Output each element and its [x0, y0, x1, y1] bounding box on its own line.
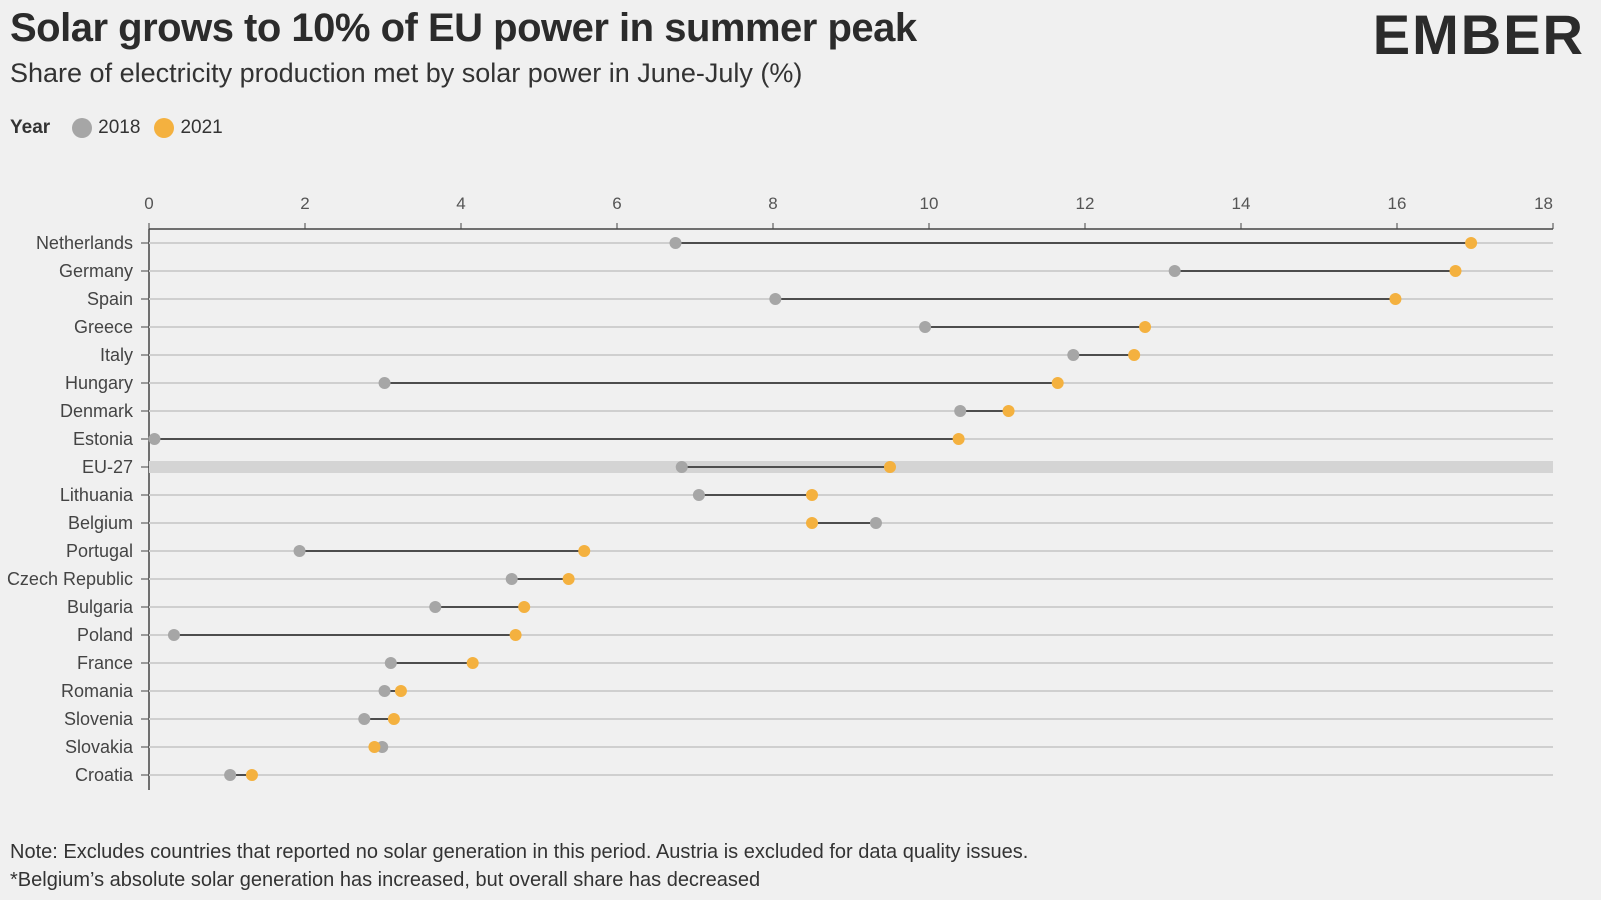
note-line-2: *Belgium’s absolute solar generation has…	[10, 869, 761, 891]
point-2021	[368, 741, 381, 753]
legend-swatch-2018	[72, 118, 93, 138]
point-2021	[1139, 321, 1152, 333]
category-label: Hungary	[65, 373, 133, 393]
point-2021	[466, 657, 479, 669]
point-2021	[245, 769, 258, 781]
point-2021	[1051, 377, 1064, 389]
category-label: Croatia	[75, 765, 134, 785]
x-tick-label: 2	[300, 194, 309, 213]
point-2018	[224, 769, 237, 781]
point-2021	[394, 685, 407, 697]
category-label: Greece	[74, 317, 133, 337]
x-tick-label: 4	[456, 194, 465, 213]
point-2018	[505, 573, 518, 585]
point-2021	[1449, 265, 1462, 277]
point-2018	[378, 685, 391, 697]
point-2021	[806, 489, 818, 501]
point-2018	[692, 489, 705, 501]
point-2021	[509, 629, 522, 641]
category-label: Spain	[87, 289, 133, 309]
point-2021	[562, 573, 575, 585]
legend-swatch-2021	[154, 118, 175, 138]
x-tick-label: 18	[1534, 194, 1553, 213]
category-label: France	[77, 653, 133, 673]
point-2021	[1465, 237, 1478, 249]
point-2021	[952, 433, 965, 445]
point-2018	[148, 433, 161, 445]
point-2018	[1067, 349, 1080, 361]
dumbbell-chart: 0 2 4 6 8 10 12 14 16 18 Netherlands Germany Spain Gr…	[7, 194, 1554, 790]
chart-notes: Note: Excludes countries that reported n…	[10, 838, 1028, 894]
category-label: Romania	[61, 681, 134, 701]
legend-item-2018: 2018	[72, 117, 140, 139]
x-tick-label: 12	[1076, 194, 1095, 213]
point-2018	[919, 321, 932, 333]
point-2021	[1128, 349, 1141, 361]
point-2018	[1168, 265, 1181, 277]
point-2018	[954, 405, 967, 417]
point-2021	[806, 517, 818, 529]
legend: Year 2018 2021	[10, 117, 229, 139]
point-2018	[378, 377, 391, 389]
category-label: Estonia	[73, 429, 134, 449]
point-2018	[293, 545, 306, 557]
x-tick-label: 6	[612, 194, 621, 213]
point-2018	[384, 657, 397, 669]
chart-title: Solar grows to 10% of EU power in summer…	[10, 6, 917, 50]
legend-item-2021: 2021	[154, 117, 223, 139]
note-line-1: Note: Excludes countries that reported n…	[10, 841, 1029, 863]
category-label: Slovakia	[65, 737, 134, 757]
point-2018	[429, 601, 442, 613]
category-label: EU-27	[82, 457, 133, 477]
category-label: Italy	[100, 345, 133, 365]
ember-logo: EMBER	[1373, 3, 1585, 64]
chart-subtitle: Share of electricity production met by s…	[10, 58, 803, 88]
point-2018	[675, 461, 688, 473]
point-2018	[669, 237, 682, 249]
category-label: Slovenia	[64, 709, 134, 729]
legend-label-2018: 2018	[98, 117, 141, 138]
category-label: Belgium	[68, 513, 133, 533]
point-2021	[1389, 293, 1402, 305]
ember-logo-text: EMBER	[1373, 3, 1585, 64]
category-label: Denmark	[60, 401, 134, 421]
x-tick-label: 10	[920, 194, 939, 213]
point-2018	[869, 517, 882, 529]
category-label: Czech Republic	[7, 569, 133, 589]
category-label: Netherlands	[36, 233, 133, 253]
point-2021	[518, 601, 531, 613]
point-2021	[387, 713, 400, 725]
point-2018	[167, 629, 180, 641]
legend-label-2021: 2021	[180, 117, 223, 138]
category-label: Lithuania	[60, 485, 134, 505]
x-tick-label: 16	[1388, 194, 1407, 213]
point-2021	[1002, 405, 1015, 417]
point-2021	[884, 461, 896, 473]
point-2018	[358, 713, 371, 725]
category-label: Bulgaria	[67, 597, 134, 617]
category-label: Germany	[59, 261, 133, 281]
category-label: Poland	[77, 625, 133, 645]
point-2018	[769, 293, 782, 305]
legend-title: Year	[10, 117, 51, 138]
category-label: Portugal	[66, 541, 133, 561]
x-tick-label: 0	[144, 194, 153, 213]
x-tick-label: 14	[1232, 194, 1251, 213]
x-tick-label: 8	[768, 194, 777, 213]
point-2021	[578, 545, 591, 557]
